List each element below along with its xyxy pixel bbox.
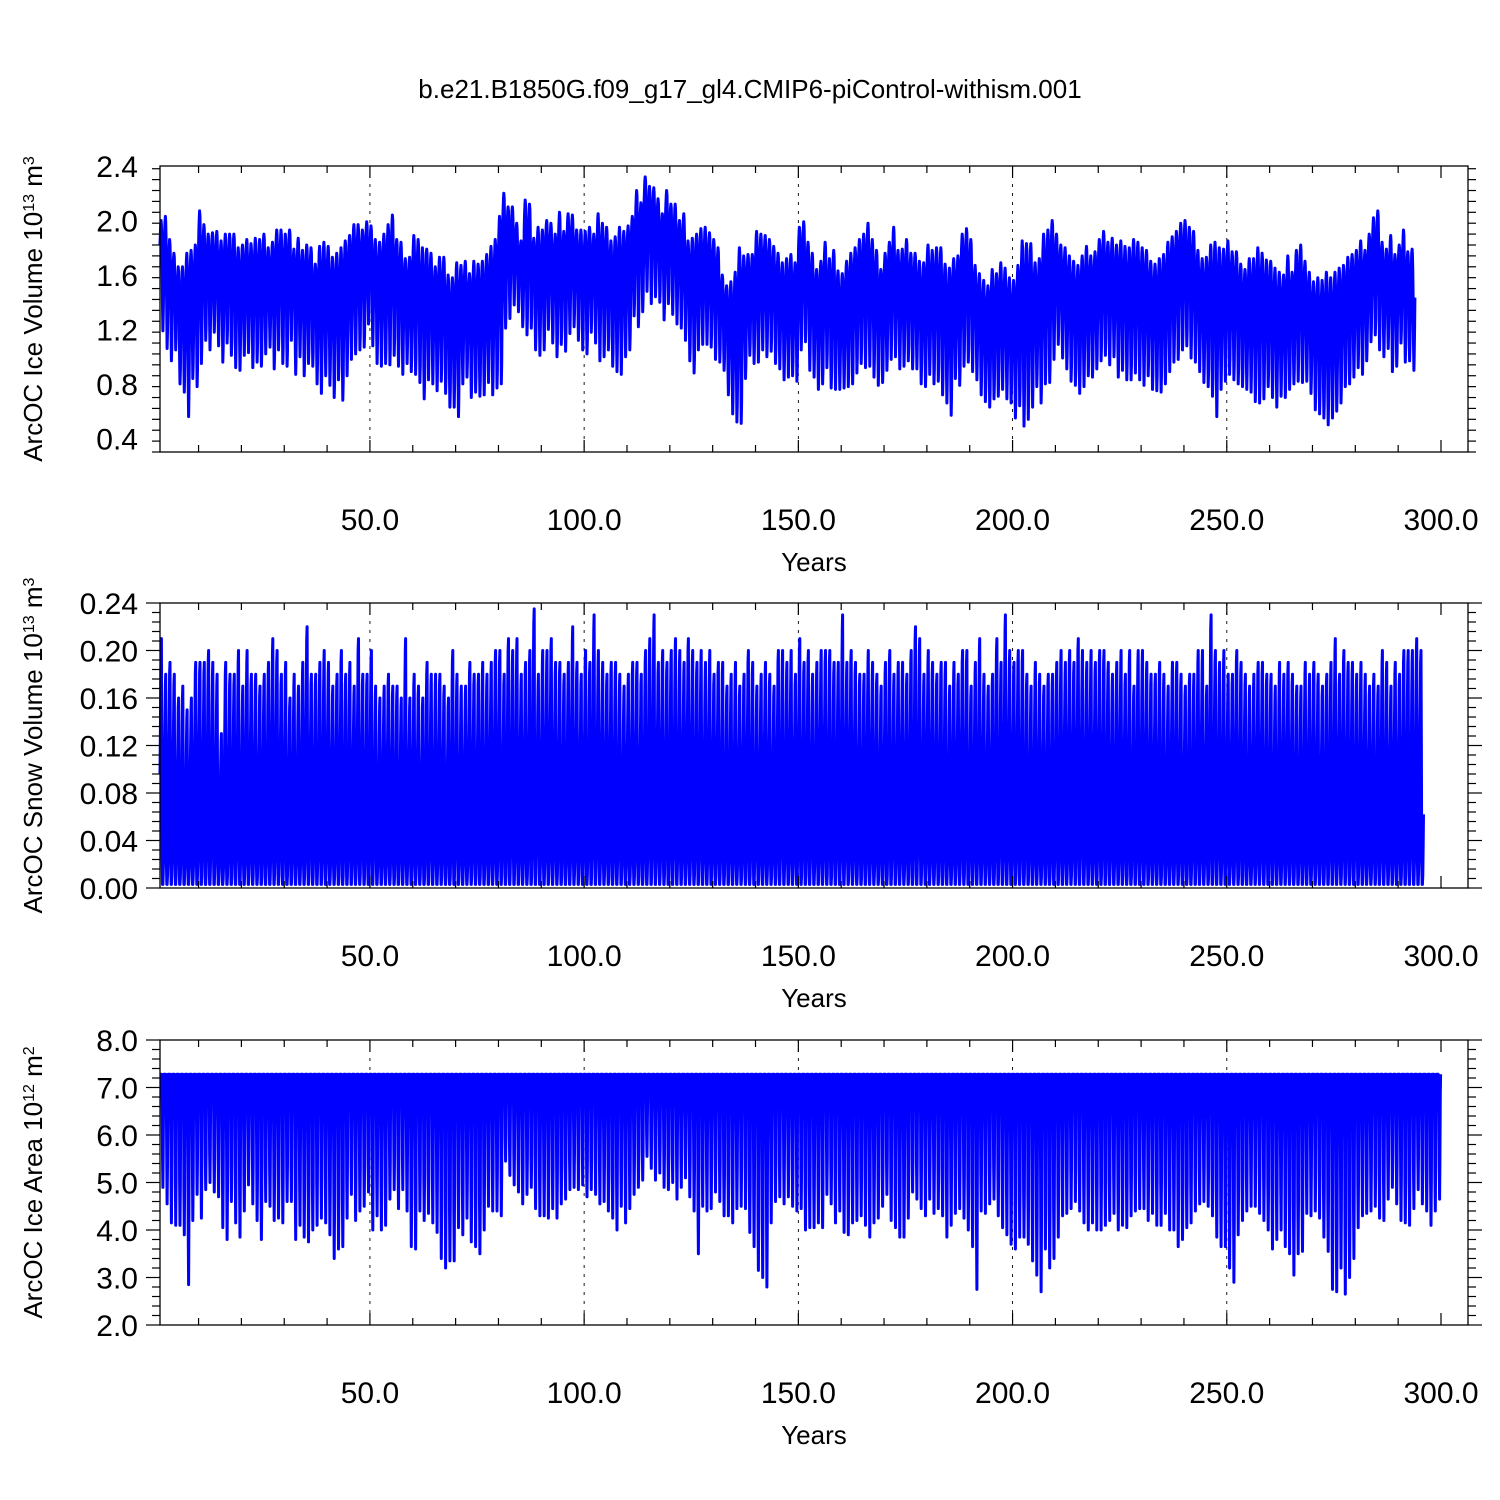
y-tick-label: 2.4 <box>96 151 138 184</box>
x-axis-title: Years <box>781 1420 847 1450</box>
y-tick-label: 8.0 <box>96 1025 138 1058</box>
x-tick-label: 50.0 <box>341 1377 399 1410</box>
x-tick-label: 250.0 <box>1189 504 1264 537</box>
x-tick-label: 150.0 <box>761 940 836 973</box>
y-tick-label: 1.2 <box>96 314 138 347</box>
y-tick-label: 0.12 <box>80 731 138 764</box>
chart-title: b.e21.B1850G.f09_g17_gl4.CMIP6-piControl… <box>418 74 1081 104</box>
y-tick-label: 2.0 <box>96 1310 138 1343</box>
y-tick-label: 1.6 <box>96 260 138 293</box>
y-axis-title: ArcOC Ice Area 1012 m2 <box>18 1046 48 1318</box>
series-line <box>158 607 1425 886</box>
y-tick-label: 0.00 <box>80 873 138 906</box>
y-axis-title: ArcOC Snow Volume 1013 m3 <box>18 577 48 913</box>
x-axis-title: Years <box>781 983 847 1013</box>
x-tick-label: 200.0 <box>975 1377 1050 1410</box>
y-axis-title: ArcOC Ice Volume 1013 m3 <box>18 156 48 462</box>
x-tick-label: 100.0 <box>547 504 622 537</box>
panel-1: 0.4 0.8 1.2 1.6 2.0 2.4 50.0 100.0 150.0 200.0 250… <box>18 151 1479 577</box>
y-tick-label: 0.04 <box>80 826 138 859</box>
x-tick-label: 200.0 <box>975 504 1050 537</box>
y-tick-label: 0.20 <box>80 636 138 669</box>
y-tick-label: 0.16 <box>80 683 138 716</box>
x-axis-title: Years <box>781 547 847 577</box>
y-tick-label: 2.0 <box>96 205 138 238</box>
y-tick-label: 0.4 <box>96 423 138 456</box>
x-tick-label: 300.0 <box>1403 940 1478 973</box>
x-tick-label: 200.0 <box>975 940 1050 973</box>
series-line <box>158 1072 1443 1296</box>
x-tick-label: 250.0 <box>1189 1377 1264 1410</box>
y-tick-label: 0.24 <box>80 588 138 621</box>
x-tick-label: 100.0 <box>547 1377 622 1410</box>
x-tick-label: 300.0 <box>1403 504 1478 537</box>
x-tick-label: 100.0 <box>547 940 622 973</box>
x-tick-label: 50.0 <box>341 504 399 537</box>
y-tick-label: 7.0 <box>96 1073 138 1106</box>
series-line <box>158 175 1417 428</box>
x-tick-label: 150.0 <box>761 504 836 537</box>
y-tick-label: 6.0 <box>96 1120 138 1153</box>
x-tick-label: 50.0 <box>341 940 399 973</box>
x-tick-label: 250.0 <box>1189 940 1264 973</box>
x-tick-label: 300.0 <box>1403 1377 1478 1410</box>
panel-2: 0.00 0.04 0.08 0.12 0.16 0.20 0.24 50.0 100.0 150… <box>18 577 1482 1013</box>
y-tick-label: 5.0 <box>96 1168 138 1201</box>
panels: 0.4 0.8 1.2 1.6 2.0 2.4 50.0 100.0 150.0 200.0 250… <box>18 151 1482 1450</box>
y-tick-label: 3.0 <box>96 1263 138 1296</box>
plot-frame <box>159 165 1469 453</box>
panel-3: 2.0 3.0 4.0 5.0 6.0 7.0 8.0 50.0 100.0 150.0 200.0… <box>18 1025 1482 1450</box>
x-tick-label: 150.0 <box>761 1377 836 1410</box>
y-tick-label: 0.08 <box>80 778 138 811</box>
y-tick-label: 0.8 <box>96 369 138 402</box>
y-tick-label: 4.0 <box>96 1215 138 1248</box>
